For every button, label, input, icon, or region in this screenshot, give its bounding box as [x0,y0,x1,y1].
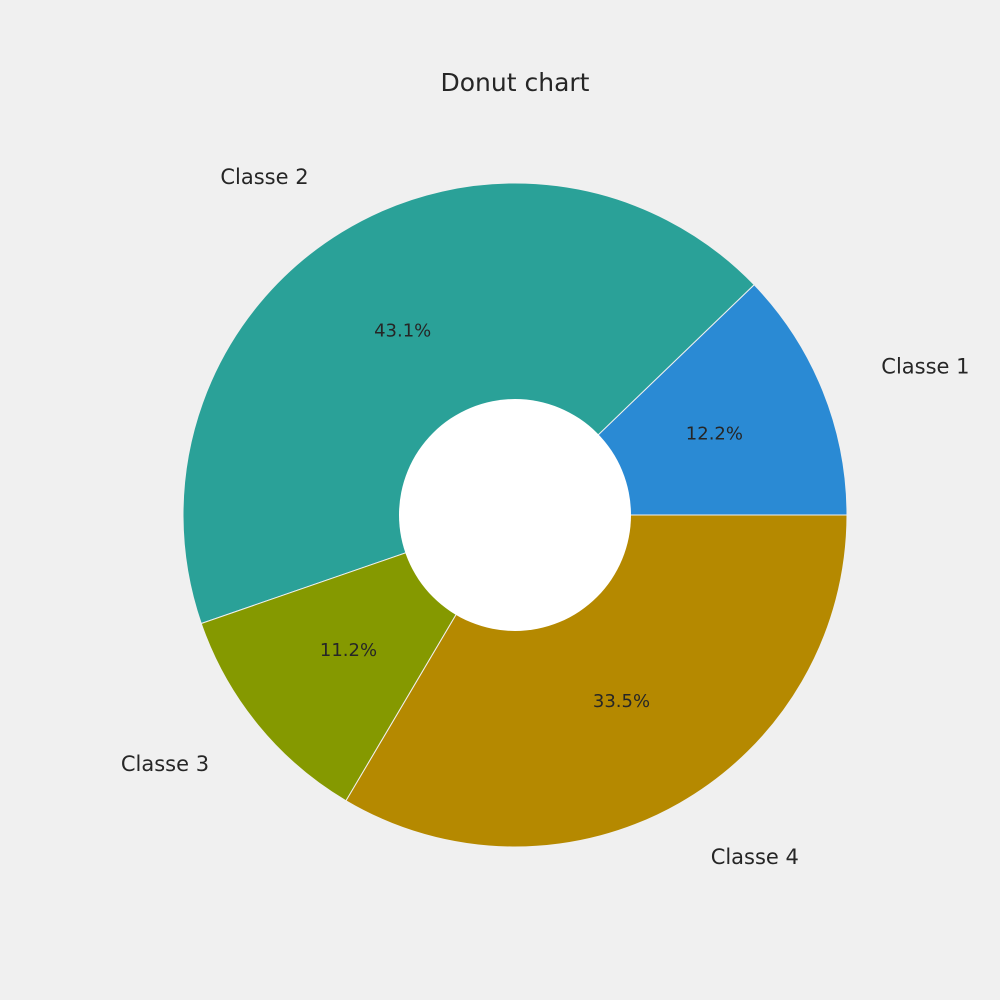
donut-hole [399,399,631,631]
slice-percent-label: 33.5% [593,691,650,712]
labels-group: Classe 1 12.2% Classe 2 43.1% Classe 3 11.2% C… [121,165,970,869]
slice-label: Classe 4 [711,845,799,869]
slice-percent-label: 11.2% [320,640,377,661]
chart-title: Donut chart [441,68,590,97]
slice-label: Classe 3 [121,752,209,776]
slice-label: Classe 2 [220,165,308,189]
slice-percent-label: 12.2% [686,424,743,445]
slice-percent-label: 43.1% [374,321,431,342]
slice-classe-2 [182,182,755,625]
slice-label: Classe 1 [881,354,969,378]
